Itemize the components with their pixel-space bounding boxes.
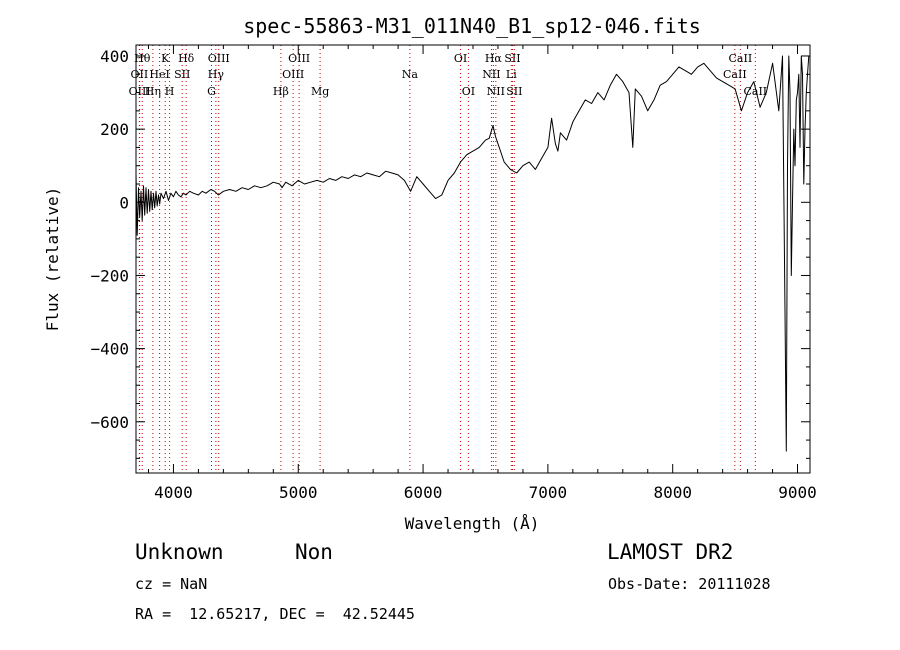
- y-tick-label: 400: [100, 47, 129, 66]
- plot-frame: [135, 44, 811, 474]
- chart-title: spec-55863-M31_011N40_B1_sp12-046.fits: [243, 14, 701, 38]
- y-tick-label: −400: [90, 340, 129, 359]
- line-marker-label: G: [207, 85, 216, 98]
- line-marker-lines: [138, 45, 756, 473]
- line-marker-label: SII: [504, 52, 520, 65]
- line-marker-label: OIII: [129, 85, 151, 98]
- line-marker-label: HeI: [149, 68, 169, 81]
- line-marker-label: Li: [506, 68, 517, 81]
- line-marker-label: Hα: [485, 52, 503, 65]
- line-marker-label: SII: [174, 68, 190, 81]
- line-marker-label: Mg: [311, 85, 329, 98]
- redshift-readout: cz = NaN: [135, 575, 208, 593]
- x-tick-label: 4000: [154, 483, 193, 502]
- coordinates: RA = 12.65217, DEC = 42.52445: [135, 605, 415, 623]
- x-tick-label: 9000: [778, 483, 817, 502]
- line-marker-label: K: [161, 52, 170, 65]
- spectral-class: Unknown: [135, 540, 224, 564]
- spectral-subclass: Non: [295, 540, 333, 564]
- x-tick-label: 8000: [653, 483, 692, 502]
- line-marker-label: NII: [487, 85, 505, 98]
- line-marker-label: H: [165, 85, 175, 98]
- line-marker-label: Hη: [145, 85, 161, 98]
- line-marker-label: OI: [462, 85, 475, 98]
- line-marker-label: CaII: [729, 52, 753, 65]
- y-tick-label: −200: [90, 266, 129, 285]
- y-axis-label: Flux (relative): [43, 187, 62, 332]
- obs-date: Obs-Date: 20111028: [608, 575, 771, 593]
- x-tick-label: 5000: [279, 483, 318, 502]
- line-marker-label: Hδ: [178, 52, 195, 65]
- y-tick-label: −600: [90, 413, 129, 432]
- y-tick-label: 0: [119, 193, 129, 212]
- line-marker-label: SII: [506, 85, 522, 98]
- line-marker-label: OIII: [208, 52, 230, 65]
- line-marker-label: OIII: [282, 68, 304, 81]
- line-marker-label: NII: [482, 68, 500, 81]
- survey-label: LAMOST DR2: [607, 540, 734, 564]
- y-axis: −600 −400 −200 0 200 400: [90, 47, 810, 459]
- y-tick-label: 200: [100, 120, 129, 139]
- line-marker-label: Hγ: [208, 68, 225, 81]
- x-axis-label: Wavelength (Å): [405, 514, 540, 533]
- line-marker-label: Hβ: [273, 85, 289, 98]
- spectrum-line: [135, 55, 810, 452]
- line-marker-label: OIII: [288, 52, 310, 65]
- x-axis: 4000 5000 6000 7000 8000 9000: [147, 45, 817, 502]
- line-marker-label: CaII: [743, 85, 767, 98]
- x-tick-label: 7000: [529, 483, 568, 502]
- line-marker-label: CaII: [723, 68, 747, 81]
- x-tick-label: 6000: [404, 483, 443, 502]
- line-marker-label: OI: [454, 52, 467, 65]
- series-group: [135, 55, 810, 452]
- line-marker-label: Na: [402, 68, 419, 81]
- line-marker-label: Hθ: [134, 52, 151, 65]
- line-marker-labels: OIIOIIIHθHηHeIKHSIIHδGHγOIIIHβOIIIOIIIMg…: [129, 52, 768, 98]
